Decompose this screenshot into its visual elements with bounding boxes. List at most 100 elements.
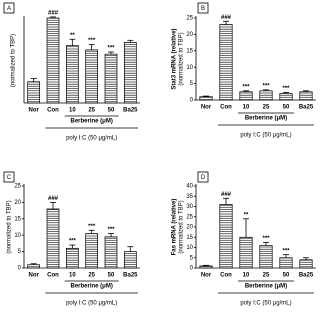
y-axis-label: Fas mRNA (relative) xyxy=(172,199,178,256)
y-tick-label: 25 xyxy=(186,214,193,220)
y-tick-label: 25 xyxy=(14,184,21,190)
panel-label-box xyxy=(197,2,209,14)
group-label: Berberine (μM) xyxy=(70,284,112,290)
x-tick-label: 25 xyxy=(263,273,270,279)
panel-label-box xyxy=(197,171,209,183)
significance-label: *** xyxy=(88,38,96,44)
bar xyxy=(279,257,293,269)
x-tick-label: Con xyxy=(47,273,59,279)
panel-label-box xyxy=(3,2,15,14)
y-tick-label: 30 xyxy=(186,204,193,210)
bar xyxy=(65,247,79,269)
panel: C 0 5 10 15 20 25 (normalized to TBP) Nor Con ### 1… xyxy=(3,171,140,307)
y-tick-label: 10 xyxy=(186,245,193,251)
significance-label: ** xyxy=(70,33,75,39)
significance-label: *** xyxy=(107,46,115,52)
x-tick-label: Ba25 xyxy=(299,105,314,111)
group-label: Berberine (μM) xyxy=(70,119,112,125)
y-tick-label: 10 xyxy=(14,233,21,239)
y-tick-label: 0 xyxy=(18,266,22,272)
bar xyxy=(46,17,60,104)
x-tick-label: 10 xyxy=(243,273,250,279)
y-tick-label: 15 xyxy=(186,235,193,241)
y-axis-label: Stat3 mRNA (relative) xyxy=(172,28,178,89)
significance-label: *** xyxy=(242,84,250,90)
x-tick-label: Nor xyxy=(201,105,212,111)
x-tick-label: 10 xyxy=(243,105,250,111)
y-axis-label: (normalized to TBP) xyxy=(179,200,185,253)
y-tick-label: 5 xyxy=(190,255,194,261)
significance-label: *** xyxy=(107,227,115,233)
x-tick-label: Con xyxy=(47,108,59,114)
x-tick-label: Ba25 xyxy=(299,273,314,279)
y-tick-label: 40 xyxy=(186,184,193,190)
x-tick-label: 50 xyxy=(108,273,115,279)
y-tick-label: 20 xyxy=(186,225,193,231)
bar xyxy=(239,91,253,101)
y-tick-label: 10 xyxy=(186,65,193,71)
bar xyxy=(46,208,60,269)
bar xyxy=(239,236,253,269)
significance-label: ### xyxy=(48,196,59,202)
x-tick-label: Nor xyxy=(201,273,212,279)
significance-label: ** xyxy=(244,212,249,218)
x-tick-label: Nor xyxy=(28,273,39,279)
bar xyxy=(259,245,273,269)
panel: B 0 5 10 15 20 25 Stat3 mRNA (relative) (normali… xyxy=(172,2,316,139)
group-label: Berberine (μM) xyxy=(245,284,287,290)
treatment-label: poly I:C (50 μg/mL) xyxy=(240,301,291,307)
significance-label: *** xyxy=(282,86,290,92)
significance-label: *** xyxy=(282,248,290,254)
panel-label: D xyxy=(201,175,206,181)
significance-label: *** xyxy=(88,224,96,230)
bar xyxy=(219,24,233,101)
significance-label: *** xyxy=(69,239,77,245)
y-tick-label: 0 xyxy=(190,266,194,272)
significance-label: ### xyxy=(48,11,59,17)
y-tick-label: 15 xyxy=(186,48,193,54)
x-tick-label: 10 xyxy=(69,273,76,279)
bar xyxy=(199,96,213,101)
y-tick-label: 5 xyxy=(190,81,194,87)
x-tick-label: 25 xyxy=(88,108,95,114)
bar xyxy=(85,233,99,269)
y-tick-label: 15 xyxy=(14,216,21,222)
y-axis-label: (normalized to TBP) xyxy=(7,200,13,253)
bar xyxy=(259,90,273,101)
significance-label: *** xyxy=(262,236,270,242)
panel: A (normalized to TBP) Nor Con ### 10 ** 25 *** 50… xyxy=(3,2,140,142)
significance-label: ### xyxy=(221,15,232,21)
bar xyxy=(104,53,118,104)
panel-label-box xyxy=(3,171,15,183)
x-tick-label: 10 xyxy=(69,108,76,114)
bar xyxy=(85,49,99,104)
treatment-label: poly I:C (50 μg/mL) xyxy=(66,136,117,142)
x-tick-label: 50 xyxy=(108,108,115,114)
y-tick-label: 0 xyxy=(190,98,194,104)
bar xyxy=(299,259,313,269)
bar xyxy=(299,91,313,101)
bar xyxy=(27,81,41,104)
y-tick-label: 20 xyxy=(14,200,21,206)
bar xyxy=(27,264,41,269)
bar xyxy=(199,265,213,269)
bar xyxy=(123,42,137,104)
bar xyxy=(65,45,79,104)
x-tick-label: Ba25 xyxy=(123,108,138,114)
treatment-label: poly I:C (50 μg/mL) xyxy=(66,301,117,307)
x-tick-label: Nor xyxy=(28,108,39,114)
x-tick-label: 50 xyxy=(283,105,290,111)
x-tick-label: Con xyxy=(220,105,232,111)
x-tick-label: Ba25 xyxy=(123,273,138,279)
y-tick-label: 35 xyxy=(186,194,193,200)
bar xyxy=(104,236,118,269)
treatment-label: poly I:C (50 μg/mL) xyxy=(240,133,291,139)
group-label: Berberine (μM) xyxy=(245,116,287,122)
bar xyxy=(219,204,233,269)
bar xyxy=(279,93,293,101)
x-tick-label: 25 xyxy=(88,273,95,279)
panel: D 0 5 10 15 20 25 30 35 40 Fas mRNA (relative) (nor… xyxy=(172,171,316,307)
y-tick-label: 25 xyxy=(186,16,193,22)
panel-label: A xyxy=(7,6,11,12)
